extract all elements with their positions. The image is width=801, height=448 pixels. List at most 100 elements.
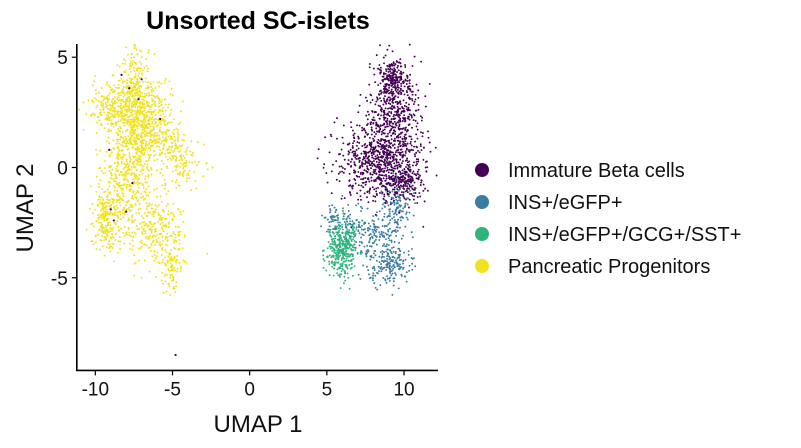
data-point (175, 178, 178, 181)
data-point (366, 168, 369, 170)
data-point (167, 135, 170, 138)
data-point (381, 130, 383, 133)
data-point (411, 172, 414, 175)
legend-label: Immature Beta cells (508, 160, 685, 182)
data-point (388, 255, 391, 258)
data-point (145, 193, 148, 196)
data-point (108, 221, 111, 224)
data-point (394, 153, 396, 156)
data-point (161, 151, 164, 154)
data-point (124, 86, 127, 89)
data-point (170, 108, 173, 111)
data-point (375, 121, 378, 124)
data-point (138, 85, 141, 88)
data-point (119, 138, 122, 141)
data-point (397, 161, 400, 164)
data-point (141, 241, 144, 244)
data-point (375, 111, 377, 113)
data-point (394, 158, 397, 161)
data-point (154, 153, 157, 156)
data-point (323, 216, 326, 219)
data-point (403, 181, 406, 184)
data-point (101, 201, 104, 204)
data-point (118, 211, 120, 214)
data-point (129, 210, 131, 213)
data-point (177, 133, 180, 136)
data-point (175, 145, 178, 148)
data-point (125, 231, 128, 234)
data-point (386, 64, 389, 67)
data-point (145, 64, 148, 67)
data-point (150, 173, 153, 176)
data-point (151, 244, 153, 247)
data-point (393, 265, 396, 268)
data-point (129, 123, 132, 126)
data-point (399, 145, 402, 148)
data-point (374, 168, 377, 171)
data-point (388, 234, 391, 237)
data-point (125, 46, 128, 49)
data-point (133, 89, 136, 92)
data-point (124, 105, 127, 107)
data-point (371, 129, 374, 132)
data-point (374, 254, 377, 257)
data-point (129, 121, 132, 124)
data-point (354, 156, 357, 159)
data-point (174, 233, 177, 236)
data-point (142, 169, 145, 172)
data-point (166, 202, 169, 205)
data-point (373, 188, 376, 191)
data-point (158, 105, 161, 108)
data-point (398, 163, 400, 166)
data-point (124, 101, 127, 104)
data-point (384, 179, 387, 182)
data-point (364, 129, 367, 132)
data-point (148, 169, 151, 172)
data-point (138, 87, 141, 90)
data-point (406, 163, 409, 166)
data-point (371, 162, 374, 165)
data-point (132, 163, 135, 166)
data-point (163, 262, 166, 265)
data-point (366, 118, 369, 121)
data-point (329, 215, 332, 218)
data-point (179, 270, 182, 273)
data-point (110, 124, 113, 126)
data-point (113, 109, 116, 112)
data-point (383, 205, 386, 208)
data-point (399, 136, 402, 138)
data-point (361, 207, 364, 210)
data-point (147, 194, 150, 197)
data-point (149, 148, 152, 151)
data-point (370, 179, 373, 182)
data-point (121, 62, 124, 65)
data-point (339, 275, 341, 278)
data-point (132, 235, 135, 238)
data-point (331, 265, 334, 268)
data-point (144, 149, 147, 151)
data-point (357, 137, 360, 139)
data-point (360, 250, 363, 252)
data-point (413, 100, 416, 103)
data-point (384, 278, 387, 281)
data-point (130, 134, 133, 136)
data-point (337, 267, 340, 270)
data-point (399, 62, 402, 65)
data-point (367, 250, 370, 253)
data-point (100, 114, 103, 117)
data-point (359, 252, 362, 255)
data-point (398, 204, 401, 207)
data-point (122, 105, 125, 108)
data-point (399, 199, 402, 202)
data-point (387, 132, 389, 135)
data-point (413, 145, 416, 148)
data-point (329, 243, 332, 246)
data-point (389, 191, 392, 194)
data-point (166, 232, 169, 235)
data-point (384, 162, 387, 165)
data-point (347, 223, 350, 226)
data-point (388, 178, 391, 181)
data-point (401, 107, 404, 110)
data-point (417, 89, 420, 92)
data-point (146, 103, 149, 106)
